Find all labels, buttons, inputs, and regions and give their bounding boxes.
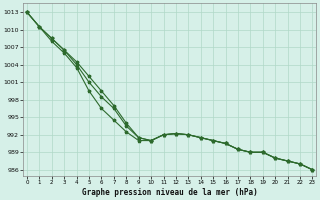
X-axis label: Graphe pression niveau de la mer (hPa): Graphe pression niveau de la mer (hPa) xyxy=(82,188,258,197)
